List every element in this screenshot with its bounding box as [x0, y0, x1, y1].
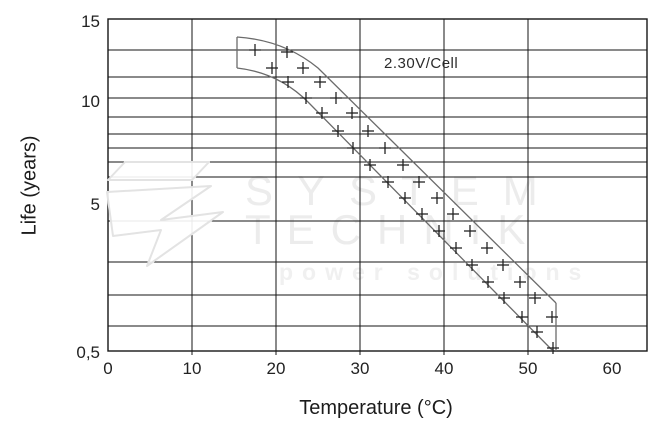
data-point-plus-marker: [314, 76, 326, 88]
data-point-plus-marker: [397, 159, 409, 171]
x-tick-label: 60: [603, 359, 622, 378]
y-tick-label: 10: [81, 92, 100, 111]
data-point-plus-marker: [379, 142, 391, 154]
y-tick-label: 5: [91, 195, 100, 214]
data-point-plus-marker: [266, 62, 278, 74]
data-point-plus-marker: [516, 311, 528, 323]
data-point-plus-marker: [332, 125, 344, 137]
data-point-plus-marker: [450, 242, 462, 254]
data-point-plus-marker: [531, 326, 543, 338]
x-tick-label: 30: [351, 359, 370, 378]
watermark-brand-line2: TECHNIK: [245, 206, 542, 253]
data-point-plus-marker: [433, 225, 445, 237]
y-axis-label: Life (years): [18, 135, 41, 236]
data-point-plus-marker: [413, 176, 425, 188]
data-point-plus-marker: [529, 292, 541, 304]
data-point-plus-marker: [282, 76, 294, 88]
data-point-plus-marker: [497, 259, 509, 271]
data-point-plus-marker: [481, 242, 493, 254]
data-point-plus-marker: [297, 62, 309, 74]
y-tick-label: 15: [81, 12, 100, 31]
data-point-plus-marker: [464, 225, 476, 237]
data-point-plus-marker: [382, 176, 394, 188]
x-tick-label: 0: [103, 359, 112, 378]
data-point-plus-marker: [249, 44, 261, 56]
data-point-plus-marker: [281, 46, 293, 58]
data-point-plus-marker: [399, 192, 411, 204]
data-point-plus-marker: [330, 92, 342, 104]
data-point-plus-marker: [498, 292, 510, 304]
data-point-plus-marker: [466, 259, 478, 271]
data-point-plus-marker: [547, 342, 559, 354]
x-tick-label: 20: [267, 359, 286, 378]
data-point-plus-marker: [416, 208, 428, 220]
system-technik-logo-icon: [106, 161, 224, 267]
plot-border: [107, 18, 648, 352]
x-tick-label: 40: [435, 359, 454, 378]
data-point-plus-marker: [316, 107, 328, 119]
data-point-plus-marker: [447, 208, 459, 220]
voltage-annotation: 2.30V/Cell: [384, 55, 459, 72]
x-tick-label: 50: [519, 359, 538, 378]
data-point-plus-marker: [431, 192, 443, 204]
watermark-tagline: power solutions: [279, 259, 591, 285]
data-point-plus-marker: [300, 92, 312, 104]
data-point-plus-marker: [546, 311, 558, 323]
data-point-plus-marker: [346, 107, 358, 119]
x-axis-label: Temperature (°C): [299, 397, 453, 419]
data-point-plus-marker: [482, 276, 494, 288]
data-point-plus-marker: [347, 142, 359, 154]
band-lower-curve: [236, 67, 554, 352]
data-point-plus-marker: [514, 276, 526, 288]
x-tick-label: 10: [183, 359, 202, 378]
data-point-plus-marker: [364, 159, 376, 171]
data-point-plus-marker: [362, 125, 374, 137]
y-tick-label: 0,5: [76, 343, 100, 362]
band-upper-curve: [236, 36, 557, 304]
